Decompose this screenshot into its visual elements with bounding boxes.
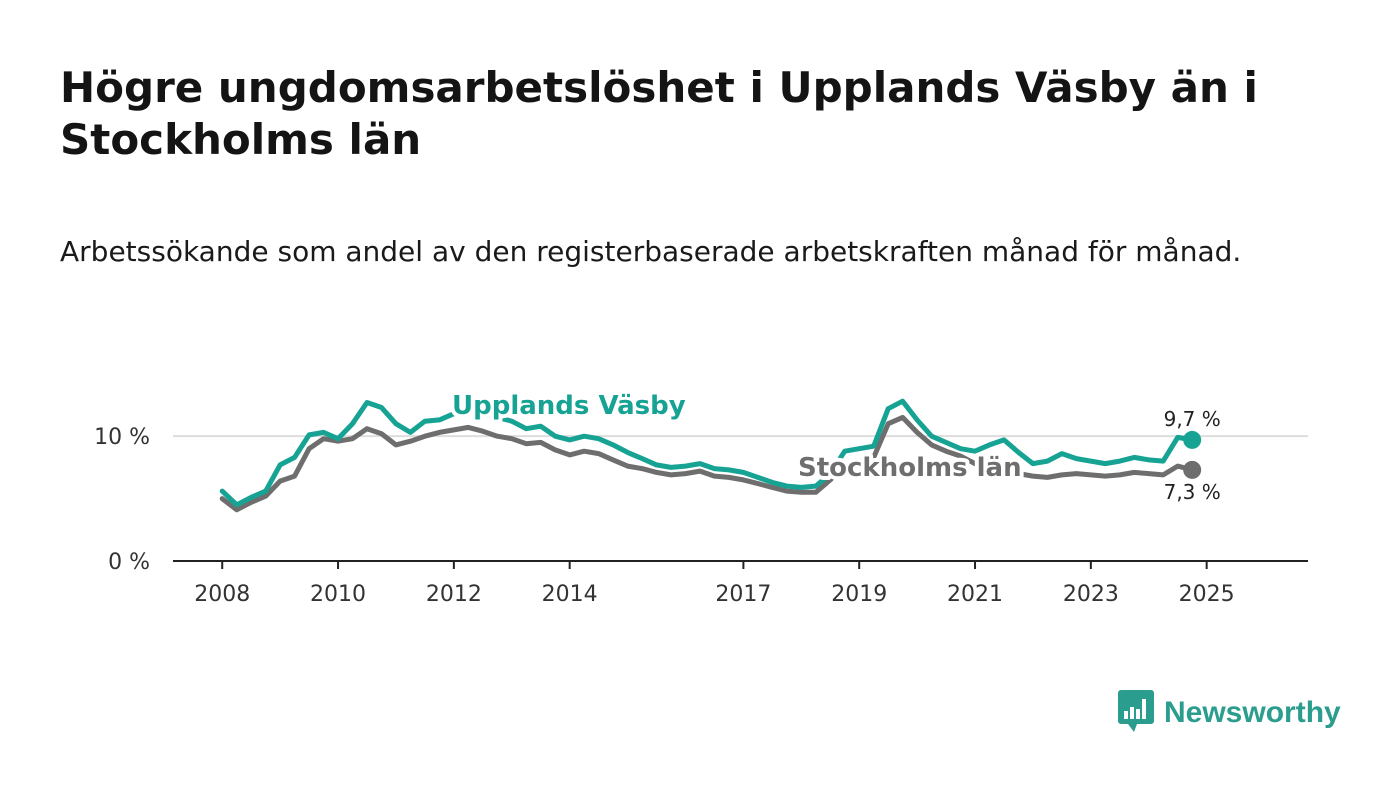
chart-title: Högre ungdomsarbetslöshet i Upplands Väs… <box>60 63 1258 164</box>
series-label-stockholms-lan: Stockholms län <box>798 453 1022 483</box>
newsworthy-logo-icon <box>1118 690 1154 732</box>
end-marker-stockholms-lan <box>1183 460 1202 479</box>
series-line-upplands-vasby <box>219 398 1195 508</box>
x-tick-label: 2017 <box>715 582 771 607</box>
y-tick-label: 0 % <box>108 550 150 575</box>
x-tick-label: 2014 <box>542 582 598 607</box>
series-label-upplands-vasby: Upplands Väsby <box>452 391 686 421</box>
x-tick-label: 2025 <box>1179 582 1235 607</box>
x-tick-label: 2010 <box>310 582 366 607</box>
series-line-stockholms-lan <box>219 414 1195 513</box>
x-tick-label: 2008 <box>194 582 250 607</box>
newsworthy-logo: Newsworthy <box>1118 690 1341 736</box>
end-marker-upplands-vasby <box>1183 430 1202 449</box>
end-label-stockholms-lan: 7,3 % <box>1164 480 1221 504</box>
y-tick-label: 10 % <box>94 425 150 450</box>
end-label-upplands-vasby: 9,7 % <box>1164 407 1221 431</box>
x-tick-label: 2019 <box>831 582 887 607</box>
x-tick-label: 2023 <box>1063 582 1119 607</box>
x-tick-label: 2021 <box>947 582 1003 607</box>
x-tick-label: 2012 <box>426 582 482 607</box>
chart-subtitle: Arbetssökande som andel av den registerb… <box>60 235 1242 268</box>
newsworthy-logo-text: Newsworthy <box>1164 696 1341 729</box>
